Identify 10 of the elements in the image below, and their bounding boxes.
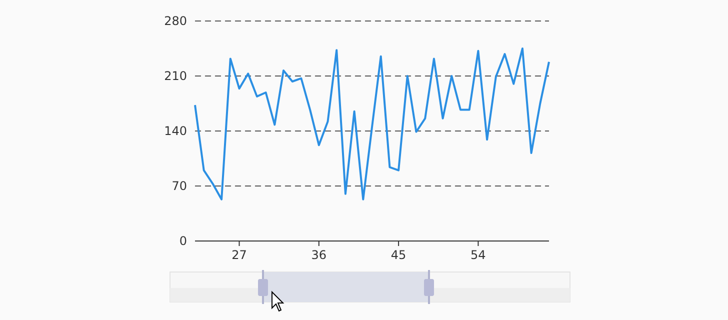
y-tick-label: 140 bbox=[164, 124, 187, 138]
y-tick-label: 210 bbox=[164, 69, 187, 84]
x-tick-label: 27 bbox=[232, 248, 247, 262]
line-series bbox=[194, 48, 550, 200]
x-tick-label: 54 bbox=[470, 248, 486, 262]
y-tick-label: 70 bbox=[172, 179, 187, 194]
y-tick-label: 0 bbox=[179, 234, 187, 248]
x-tick-label: 45 bbox=[390, 248, 406, 262]
x-tick-label: 36 bbox=[311, 248, 327, 262]
y-tick-label: 280 bbox=[164, 14, 187, 28]
